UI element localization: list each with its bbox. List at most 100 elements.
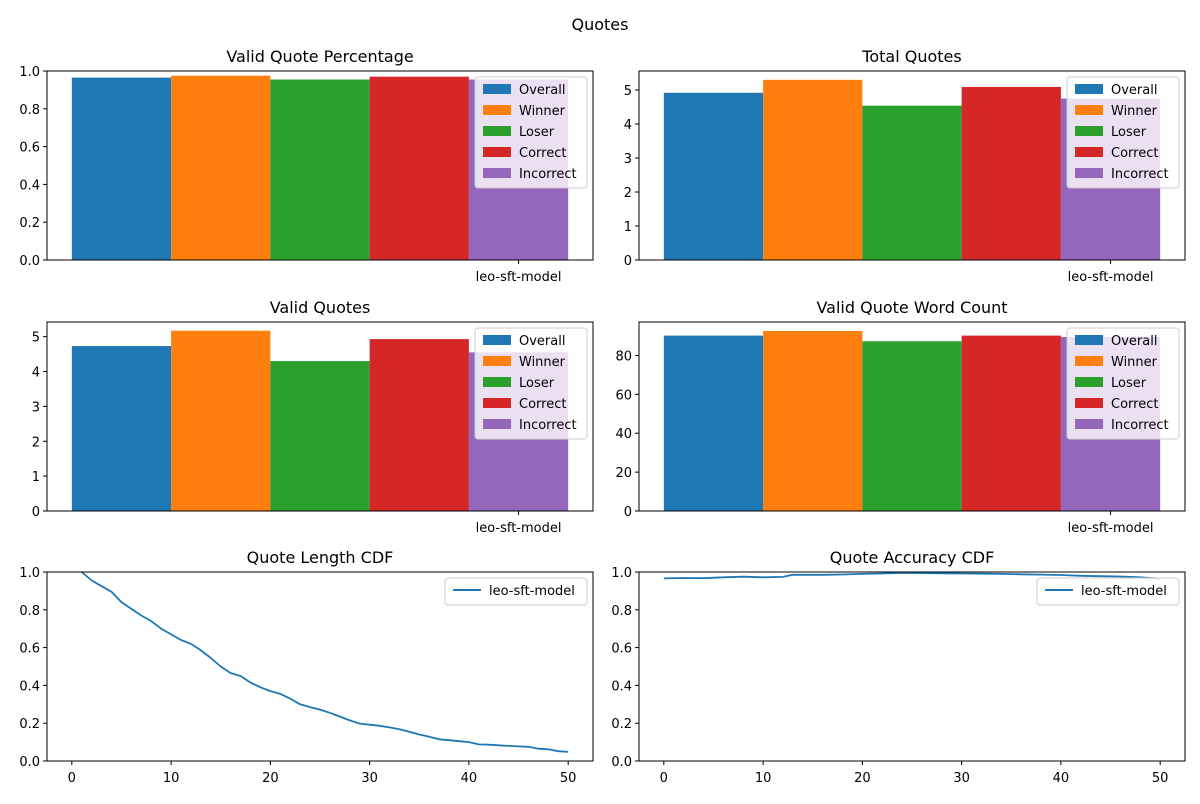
bar-winner: [171, 330, 271, 511]
x-tick-label: leo-sft-model: [1068, 270, 1154, 285]
bar-loser: [270, 361, 370, 511]
legend-swatch-correct: [483, 398, 511, 408]
legend-label: Winner: [519, 355, 566, 370]
legend-label: Loser: [519, 376, 555, 391]
legend-label: Loser: [1111, 125, 1147, 140]
legend-label: Incorrect: [1111, 418, 1169, 433]
y-tick-label: 0.2: [19, 717, 40, 732]
legend-label: Incorrect: [519, 418, 577, 433]
bar-winner: [763, 330, 863, 511]
legend-label: Overall: [1111, 83, 1157, 98]
legend-box: [1036, 577, 1180, 606]
subplot-6: Quote Accuracy CDF 0 10 20 30 40 50 0.0 0.2 0.4 0.…: [611, 548, 1186, 786]
legend-swatch-incorrect: [483, 419, 511, 429]
subplot-3: Valid Quotes leo-sft-model 0 1 2 3 4 5 Overall Wi…: [32, 298, 594, 536]
legend-swatch-overall: [1075, 84, 1103, 94]
legend-box: [474, 327, 588, 440]
bar-correct: [369, 76, 469, 260]
y-tick-label: 0.6: [19, 141, 40, 156]
y-tick-label: 0.8: [611, 604, 632, 619]
subplot-2: Total Quotes leo-sft-model 0 1 2 3 4 5 Overall Wi…: [624, 47, 1186, 285]
y-tick-label: 80: [615, 349, 632, 364]
legend-label: leo-sft-model: [489, 584, 575, 599]
legend-label: Incorrect: [519, 167, 577, 182]
subplot-title: Valid Quote Percentage: [226, 47, 413, 66]
subplot-title: Total Quotes: [861, 47, 961, 66]
legend-swatch-overall: [483, 84, 511, 94]
legend-swatch-incorrect: [483, 168, 511, 178]
y-tick-label: 1.0: [611, 566, 632, 581]
legend-swatch-winner: [1075, 356, 1103, 366]
y-tick-label: 3: [32, 400, 40, 415]
legend-swatch-loser: [483, 126, 511, 136]
legend-box: [474, 76, 588, 189]
legend-label: leo-sft-model: [1081, 584, 1167, 599]
y-tick-label: 1.0: [19, 566, 40, 581]
y-tick-label: 5: [32, 331, 40, 346]
y-tick-label: 0.8: [19, 103, 40, 118]
subplot-5: Quote Length CDF 0 10 20 30 40 50 0.0 0.2 0.4 0.6 0…: [19, 548, 594, 786]
y-tick-label: 1: [32, 470, 40, 485]
axes-frame: [638, 321, 1186, 512]
legend-label: Loser: [519, 125, 555, 140]
y-tick-label: 4: [32, 366, 40, 381]
axes-frame: [46, 571, 594, 762]
legend-swatch-incorrect: [1075, 419, 1103, 429]
x-tick-label: leo-sft-model: [476, 270, 562, 285]
y-tick-label: 20: [615, 466, 632, 481]
y-tick-label: 0.6: [19, 642, 40, 657]
subplot-title: Valid Quotes: [270, 298, 371, 317]
bar-correct: [961, 86, 1061, 260]
legend-label: Winner: [519, 104, 566, 119]
bar-loser: [270, 79, 370, 260]
legend-swatch-loser: [483, 377, 511, 387]
y-tick-label: 0.0: [19, 755, 40, 770]
x-tick-label: 10: [755, 771, 772, 786]
subplot-title: Quote Length CDF: [247, 548, 394, 567]
y-tick-label: 0.4: [19, 679, 40, 694]
legend-box: [444, 577, 588, 606]
bar-winner: [763, 79, 863, 260]
bar-loser: [862, 105, 962, 260]
legend-label: Loser: [1111, 376, 1147, 391]
subplot-title: Valid Quote Word Count: [816, 298, 1007, 317]
y-tick-label: 60: [615, 388, 632, 403]
bar-overall: [663, 335, 764, 511]
legend-label: Overall: [1111, 334, 1157, 349]
y-tick-label: 0: [32, 505, 40, 520]
x-tick-label: 0: [660, 771, 668, 786]
y-tick-label: 0.0: [611, 755, 632, 770]
legend-swatch-correct: [483, 147, 511, 157]
series-line: [81, 571, 569, 753]
y-tick-label: 0.4: [19, 178, 40, 193]
axes-frame: [638, 571, 1186, 762]
subplot-1: Valid Quote Percentage leo-sft-model 0.0 0.…: [19, 47, 594, 285]
bar-overall: [71, 346, 172, 511]
y-tick-label: 1.0: [19, 65, 40, 80]
legend-swatch-winner: [1075, 105, 1103, 115]
y-tick-label: 0.4: [611, 679, 632, 694]
legend-label: Overall: [519, 334, 565, 349]
legend-label: Incorrect: [1111, 167, 1169, 182]
y-tick-label: 40: [615, 427, 632, 442]
x-tick-label: 30: [361, 771, 378, 786]
legend-swatch-overall: [483, 335, 511, 345]
legend-label: Correct: [1111, 146, 1158, 161]
x-tick-label: leo-sft-model: [1068, 521, 1154, 536]
legend-label: Correct: [519, 397, 566, 412]
y-tick-label: 0.2: [19, 216, 40, 231]
legend-box: [1066, 76, 1180, 189]
y-tick-label: 0: [624, 254, 632, 269]
x-tick-label: 30: [953, 771, 970, 786]
legend-label: Correct: [1111, 397, 1158, 412]
y-tick-label: 0.8: [19, 604, 40, 619]
legend-label: Overall: [519, 83, 565, 98]
bar-correct: [369, 339, 469, 511]
bar-overall: [663, 92, 764, 260]
bar-loser: [862, 341, 962, 511]
y-tick-label: 5: [624, 84, 632, 99]
legend-swatch-correct: [1075, 147, 1103, 157]
x-tick-label: 10: [163, 771, 180, 786]
legend-box: [1066, 327, 1180, 440]
